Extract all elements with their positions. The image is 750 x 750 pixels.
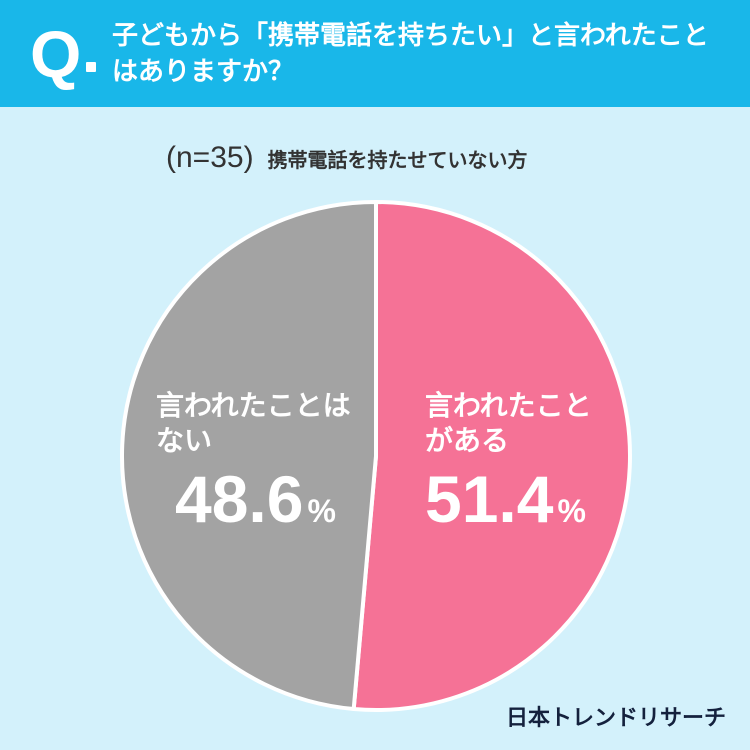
value-not-said: 48.6% <box>175 462 336 536</box>
label-not-said-line-1: 言われたことは <box>156 389 351 422</box>
slice-not-said <box>120 200 378 712</box>
q-mark: Q <box>30 17 82 91</box>
label-said-line-1: 言われたこと <box>425 389 592 422</box>
question-header: Q 子どもから「携帯電話を持ちたい」と言われたことはありますか？ <box>0 0 750 107</box>
value-said-unit: % <box>557 493 585 529</box>
value-said: 51.4% <box>425 462 586 536</box>
value-said-number: 51.4 <box>425 462 554 536</box>
brand-logo: 日本トレンドリサーチ <box>505 706 726 731</box>
subtitle: (n=35) 携帯電話を持たせていない方 <box>166 140 528 176</box>
question-text: 子どもから「携帯電話を持ちたい」と言われたことはありますか？ <box>112 21 709 87</box>
sample-size: (n=35) <box>166 141 254 174</box>
label-said-line-2: がある <box>425 424 509 457</box>
label-not-said-line-2: ない <box>156 424 212 457</box>
slice-said <box>351 200 632 712</box>
sample-description: 携帯電話を持たせていない方 <box>267 147 528 172</box>
value-not-said-unit: % <box>307 493 335 529</box>
value-not-said-number: 48.6 <box>175 462 303 536</box>
q-dot <box>86 62 96 72</box>
